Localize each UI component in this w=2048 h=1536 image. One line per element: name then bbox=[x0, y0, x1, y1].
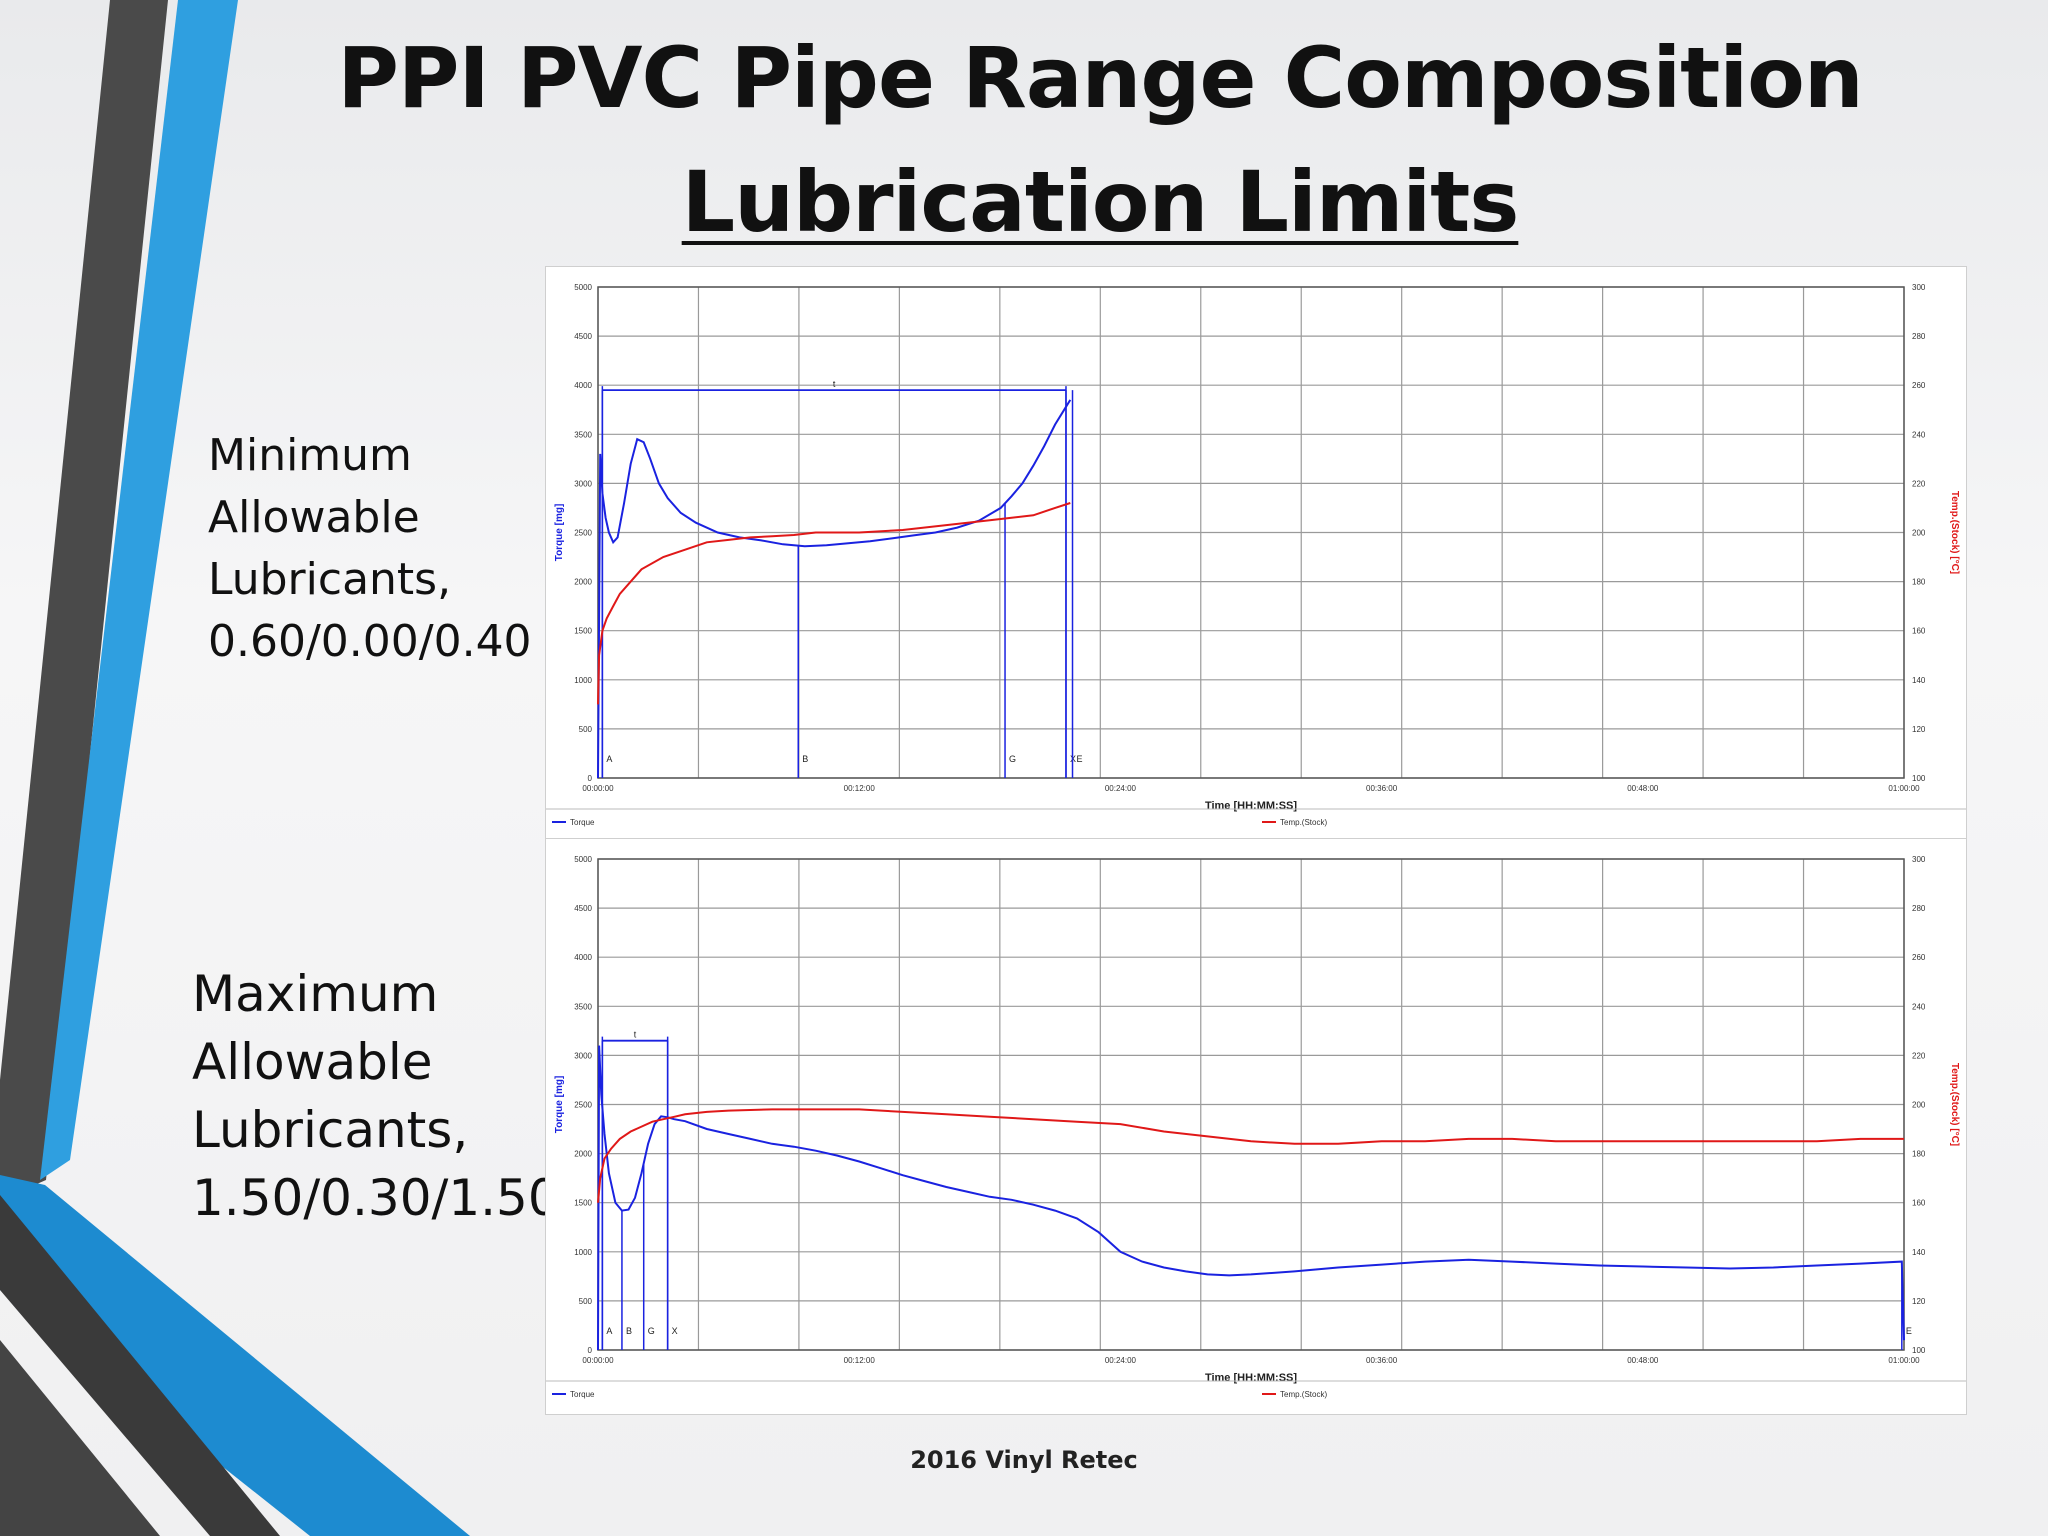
y2-tick-label: 140 bbox=[1912, 1248, 1926, 1257]
y2-tick-label: 280 bbox=[1912, 904, 1926, 913]
marker-label: E bbox=[1077, 754, 1083, 764]
decor-bottom-dark2 bbox=[0, 1340, 160, 1536]
y-axis-label: Torque [mg] bbox=[554, 504, 565, 562]
y2-tick-label: 180 bbox=[1912, 1150, 1926, 1159]
chart-svg: 0 500 1000 1500 2000 2500 3000 3500 4000 4500 5000… bbox=[546, 855, 1966, 1399]
y2-axis-label: Temp.(Stock) [°C] bbox=[1949, 1063, 1960, 1146]
y2-tick-label: 240 bbox=[1912, 1002, 1926, 1011]
x-tick-label: 00:24:00 bbox=[1105, 1356, 1137, 1365]
y-tick-label: 1000 bbox=[574, 1248, 592, 1257]
y2-tick-label: 100 bbox=[1912, 1346, 1926, 1355]
decor-bottom-blue bbox=[0, 1175, 470, 1536]
y2-tick-label: 220 bbox=[1912, 479, 1926, 488]
maximum-lubricants-label: Maximum Allowable Lubricants, 1.50/0.30/… bbox=[192, 965, 560, 1227]
y2-tick-label: 200 bbox=[1912, 1101, 1926, 1110]
y-tick-label: 500 bbox=[579, 1297, 593, 1306]
y2-tick-label: 260 bbox=[1912, 381, 1926, 390]
torque-line bbox=[597, 399, 1072, 779]
torque-line bbox=[597, 1045, 1905, 1351]
x-axis-label: Time [HH:MM:SS] bbox=[1205, 1372, 1297, 1384]
marker-label: B bbox=[626, 1326, 632, 1336]
y2-tick-label: 140 bbox=[1912, 676, 1926, 685]
y-tick-label: 4000 bbox=[574, 381, 592, 390]
y-tick-label: 1500 bbox=[574, 627, 592, 636]
y2-tick-label: 280 bbox=[1912, 332, 1926, 341]
y-tick-label: 3000 bbox=[574, 1051, 592, 1060]
y-tick-label: 2500 bbox=[574, 529, 592, 538]
grid bbox=[597, 286, 1905, 779]
y-tick-label: 4500 bbox=[574, 332, 592, 341]
footer-text: 2016 Vinyl Retec bbox=[910, 1446, 1138, 1474]
chart-svg: 0 500 1000 1500 2000 2500 3000 3500 4000 4500 5000… bbox=[546, 283, 1966, 827]
y-tick-label: 1000 bbox=[574, 676, 592, 685]
y2-tick-label: 120 bbox=[1912, 725, 1926, 734]
decor-blue-stripe bbox=[40, 0, 238, 1180]
y2-tick-label: 200 bbox=[1912, 529, 1926, 538]
x-tick-label: 00:24:00 bbox=[1105, 784, 1137, 793]
legend-label: Temp.(Stock) bbox=[1280, 1390, 1327, 1399]
grid bbox=[597, 858, 1905, 1351]
plot-frame bbox=[597, 286, 1905, 779]
x-tick-label: 00:12:00 bbox=[844, 1356, 876, 1365]
y2-tick-label: 120 bbox=[1912, 1297, 1926, 1306]
y-tick-label: 2000 bbox=[574, 578, 592, 587]
marker-label: B bbox=[802, 754, 808, 764]
y-tick-label: 0 bbox=[588, 1346, 593, 1355]
marker-label: G bbox=[1009, 754, 1016, 764]
x-tick-label: 00:48:00 bbox=[1627, 784, 1659, 793]
y2-tick-label: 240 bbox=[1912, 430, 1926, 439]
x-tick-label: 01:00:00 bbox=[1888, 784, 1920, 793]
y-tick-label: 3500 bbox=[574, 1002, 592, 1011]
chart-maximum-lubricants: 0 500 1000 1500 2000 2500 3000 3500 4000 4500 5000… bbox=[545, 838, 1967, 1415]
marker-label: A bbox=[606, 754, 612, 764]
y-tick-label: 3500 bbox=[574, 430, 592, 439]
y-tick-label: 500 bbox=[579, 725, 593, 734]
y-tick-label: 3000 bbox=[574, 479, 592, 488]
y2-tick-label: 160 bbox=[1912, 627, 1926, 636]
y-tick-label: 5000 bbox=[574, 855, 592, 864]
legend-label: Temp.(Stock) bbox=[1280, 818, 1327, 827]
time-bracket-label: t bbox=[634, 1030, 637, 1040]
marker-label: E bbox=[1906, 1326, 1912, 1336]
x-tick-label: 00:36:00 bbox=[1366, 1356, 1398, 1365]
slide-title: PPI PVC Pipe Range Composition bbox=[337, 29, 1863, 127]
marker-label: X bbox=[672, 1326, 678, 1336]
chart-minimum-lubricants: 0 500 1000 1500 2000 2500 3000 3500 4000 4500 5000… bbox=[545, 266, 1967, 844]
x-tick-label: 00:48:00 bbox=[1627, 1356, 1659, 1365]
x-axis-label: Time [HH:MM:SS] bbox=[1205, 800, 1297, 812]
y2-tick-label: 260 bbox=[1912, 953, 1926, 962]
x-tick-label: 00:36:00 bbox=[1366, 784, 1398, 793]
y-tick-label: 5000 bbox=[574, 283, 592, 292]
x-tick-label: 00:00:00 bbox=[582, 1356, 614, 1365]
y2-tick-label: 300 bbox=[1912, 855, 1926, 864]
y-tick-label: 4500 bbox=[574, 904, 592, 913]
y-tick-label: 1500 bbox=[574, 1199, 592, 1208]
minimum-lubricants-label: Minimum Allowable Lubricants, 0.60/0.00/… bbox=[208, 430, 532, 667]
time-bracket-label: t bbox=[833, 379, 836, 389]
x-tick-label: 01:00:00 bbox=[1888, 1356, 1920, 1365]
marker-label: G bbox=[648, 1326, 655, 1336]
y2-tick-label: 180 bbox=[1912, 578, 1926, 587]
y-tick-label: 2500 bbox=[574, 1101, 592, 1110]
y-tick-label: 2000 bbox=[574, 1150, 592, 1159]
y2-axis-label: Temp.(Stock) [°C] bbox=[1949, 491, 1960, 574]
y2-tick-label: 100 bbox=[1912, 774, 1926, 783]
y-axis-label: Torque [mg] bbox=[554, 1076, 565, 1134]
legend-label: Torque bbox=[570, 1390, 595, 1399]
temperature-line bbox=[597, 502, 1071, 705]
y2-tick-label: 160 bbox=[1912, 1199, 1926, 1208]
legend-label: Torque bbox=[570, 818, 595, 827]
x-tick-label: 00:12:00 bbox=[844, 784, 876, 793]
y-tick-label: 4000 bbox=[574, 953, 592, 962]
y-tick-label: 0 bbox=[588, 774, 593, 783]
marker-label: A bbox=[606, 1326, 612, 1336]
y2-tick-label: 300 bbox=[1912, 283, 1926, 292]
slide-subtitle: Lubrication Limits bbox=[681, 153, 1520, 251]
x-tick-label: 00:00:00 bbox=[582, 784, 614, 793]
decor-bottom-dark bbox=[0, 1195, 280, 1536]
temperature-line bbox=[597, 1108, 1904, 1203]
y2-tick-label: 220 bbox=[1912, 1051, 1926, 1060]
decor-dark-stripe bbox=[0, 0, 168, 1200]
